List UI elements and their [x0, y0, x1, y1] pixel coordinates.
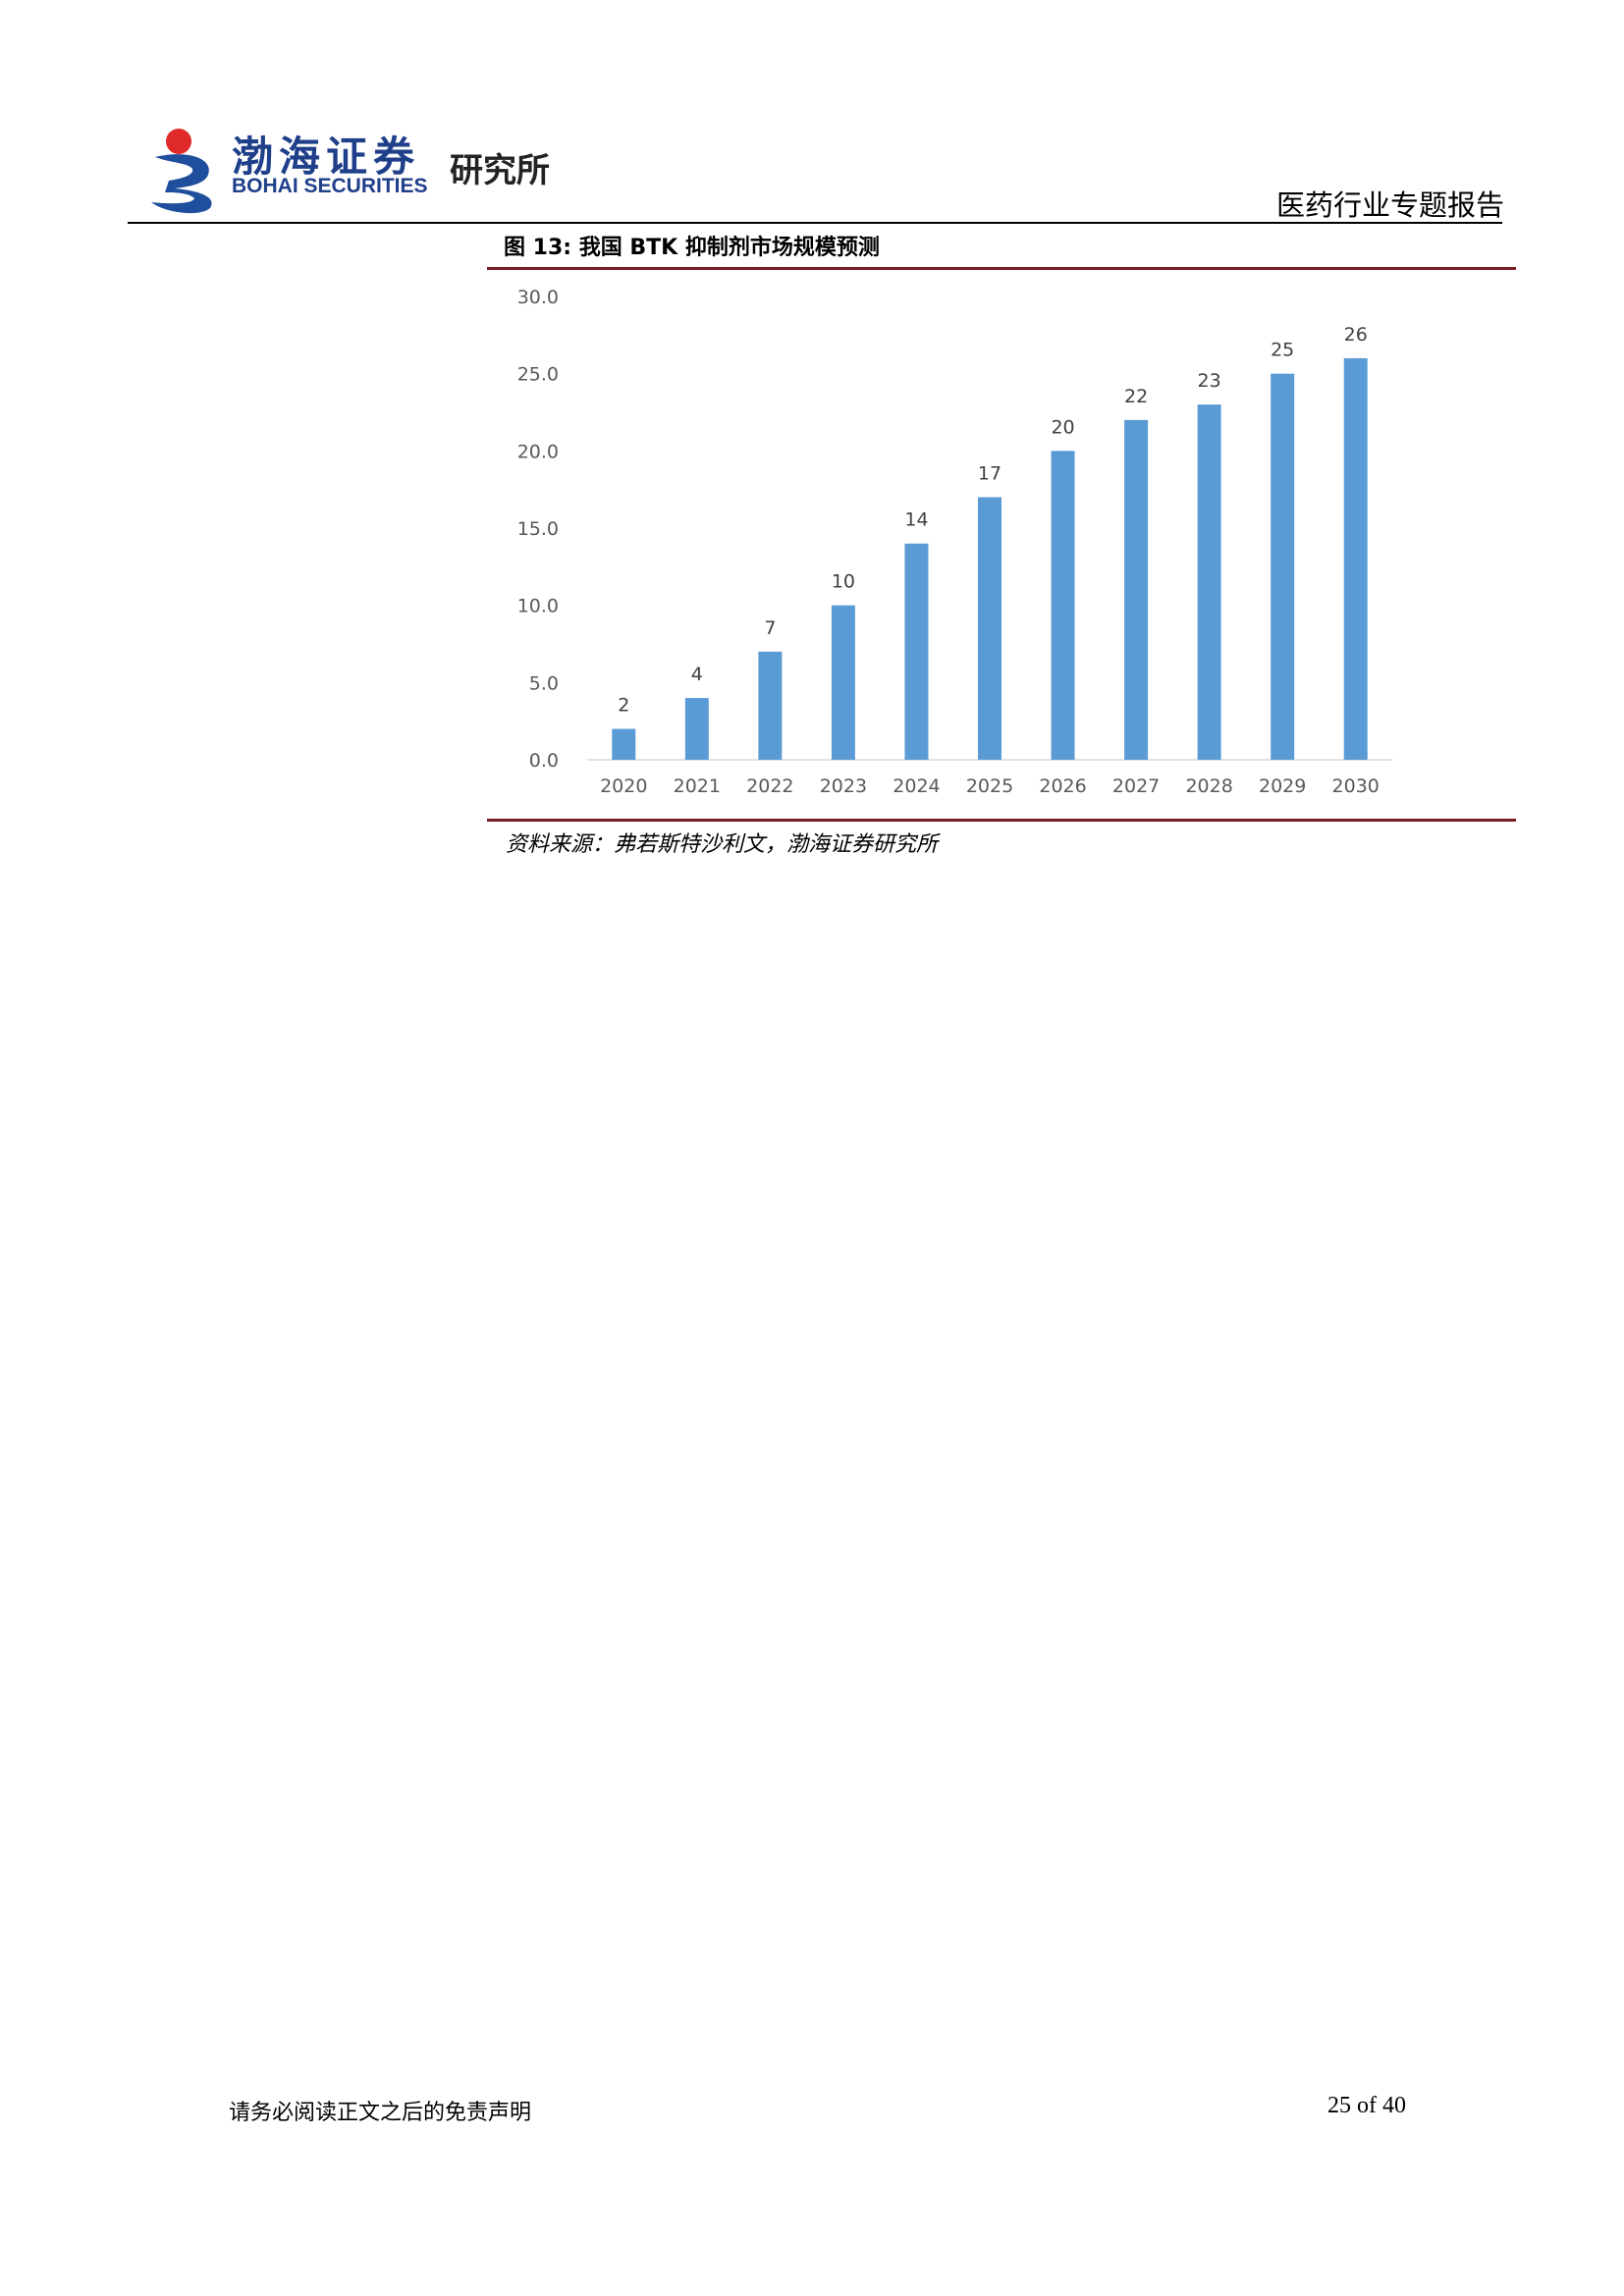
x-tick-label: 2029: [1259, 775, 1306, 797]
x-tick-label: 2024: [893, 775, 940, 797]
data-label: 22: [1124, 386, 1148, 407]
data-label: 10: [832, 571, 855, 593]
bar: [1051, 451, 1075, 760]
bar: [1271, 373, 1295, 760]
data-label: 25: [1271, 340, 1294, 361]
data-label: 23: [1198, 370, 1221, 392]
figure-top-rule: [487, 267, 1516, 270]
page-number: 25 of 40: [1327, 2093, 1406, 2118]
x-tick-label: 2021: [674, 775, 721, 797]
figure-bottom-rule: [487, 819, 1516, 822]
x-tick-label: 2027: [1112, 775, 1160, 797]
data-label: 2: [618, 695, 629, 717]
data-label: 17: [978, 463, 1001, 485]
bar: [1124, 419, 1149, 760]
bar: [684, 698, 709, 760]
data-label: 26: [1344, 324, 1368, 346]
bar: [1197, 404, 1221, 760]
figure-title: 图 13: 我国 BTK 抑制剂市场规模预测: [504, 236, 880, 260]
logo-institute: 研究所: [450, 151, 550, 190]
bar: [612, 728, 636, 760]
data-label: 14: [904, 509, 928, 531]
data-label: 4: [691, 664, 703, 685]
bar: [1343, 357, 1368, 760]
bar: [831, 605, 855, 760]
y-tick-label: 30.0: [517, 287, 559, 308]
bar: [758, 651, 783, 760]
data-label: 7: [764, 617, 776, 639]
x-tick-label: 2020: [600, 775, 647, 797]
y-tick-label: 25.0: [517, 364, 559, 386]
y-tick-label: 0.0: [529, 750, 559, 772]
data-label: 20: [1051, 416, 1074, 438]
logo-chinese-name: 渤海证券: [232, 133, 421, 181]
report-type: 医药行业专题报告: [1275, 188, 1504, 222]
y-tick-label: 10.0: [517, 596, 559, 617]
bar-chart: 0.05.010.015.020.025.030.022020420217202…: [517, 287, 1392, 797]
y-tick-label: 15.0: [517, 518, 559, 540]
bar: [978, 497, 1001, 760]
header-divider: [128, 222, 1502, 224]
logo-english-name: BOHAI SECURITIES: [232, 175, 428, 197]
y-tick-label: 20.0: [517, 441, 559, 462]
bohai-logo: 渤海证券 BOHAI SECURITIES 研究所: [149, 124, 581, 218]
x-tick-label: 2022: [746, 775, 793, 797]
bar: [904, 543, 929, 760]
x-tick-label: 2030: [1332, 775, 1380, 797]
x-tick-label: 2025: [966, 775, 1013, 797]
x-tick-label: 2023: [820, 775, 867, 797]
footer-disclaimer: 请务必阅读正文之后的免责声明: [229, 2101, 532, 2125]
figure-source: 资料来源：弗若斯特沙利文，渤海证券研究所: [506, 832, 939, 857]
y-tick-label: 5.0: [529, 672, 559, 694]
x-tick-label: 2026: [1039, 775, 1086, 797]
bohai-logo-mark-icon: [151, 129, 212, 214]
x-tick-label: 2028: [1185, 775, 1232, 797]
